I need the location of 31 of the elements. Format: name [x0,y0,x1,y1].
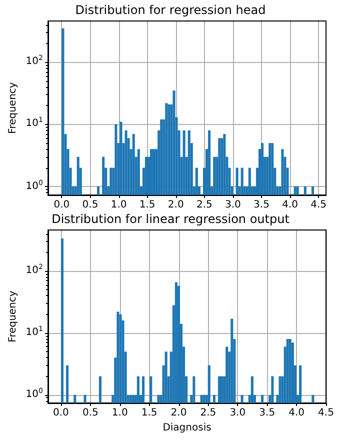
x-tick-label: 3.5 [259,408,276,418]
x-tick-label: 4.0 [288,408,305,418]
y-tick-label: 10$^{0}$ [26,178,43,194]
x-tick-label: 2.0 [170,408,187,418]
x-tick-label: 2.5 [200,408,216,418]
x-tick-label: 1.5 [139,200,156,210]
y-tick-label: 10$^{0}$ [26,386,43,402]
x-tick-label: 4.0 [282,200,298,210]
x-tick-label: 3.0 [230,408,246,418]
chart-title: Distribution for regression head [75,3,266,17]
x-tick-label: 1.0 [110,200,127,210]
x-tick-label: 0.0 [54,200,70,210]
x-tick-label: 0.5 [82,408,98,418]
x-tick-label: 1.0 [112,408,128,418]
chart-title: Distribution for linear regression output [52,212,290,226]
x-tick-label: 0.5 [82,200,98,210]
x-tick-label: 1.5 [141,408,158,418]
x-tick-label: 3.0 [225,200,241,210]
x-tick-label: 4.5 [318,408,334,418]
y-tick-label: 10$^{2}$ [26,54,43,70]
y-tick-label: 10$^{1}$ [26,324,43,340]
x-tick-label: 0.0 [53,408,69,418]
x-tick-label: 2.5 [196,200,212,210]
x-tick-label: 4.5 [310,200,327,210]
x-tick-label: 3.5 [254,200,270,210]
x-axis-title: Diagnosis [162,422,212,434]
y-axis-title: Frequency [8,290,18,342]
y-tick-label: 10$^{1}$ [26,116,43,132]
x-tick-label: 2.0 [168,200,184,210]
y-tick-label: 10$^{2}$ [26,263,43,278]
y-axis-title: Frequency [8,82,18,134]
